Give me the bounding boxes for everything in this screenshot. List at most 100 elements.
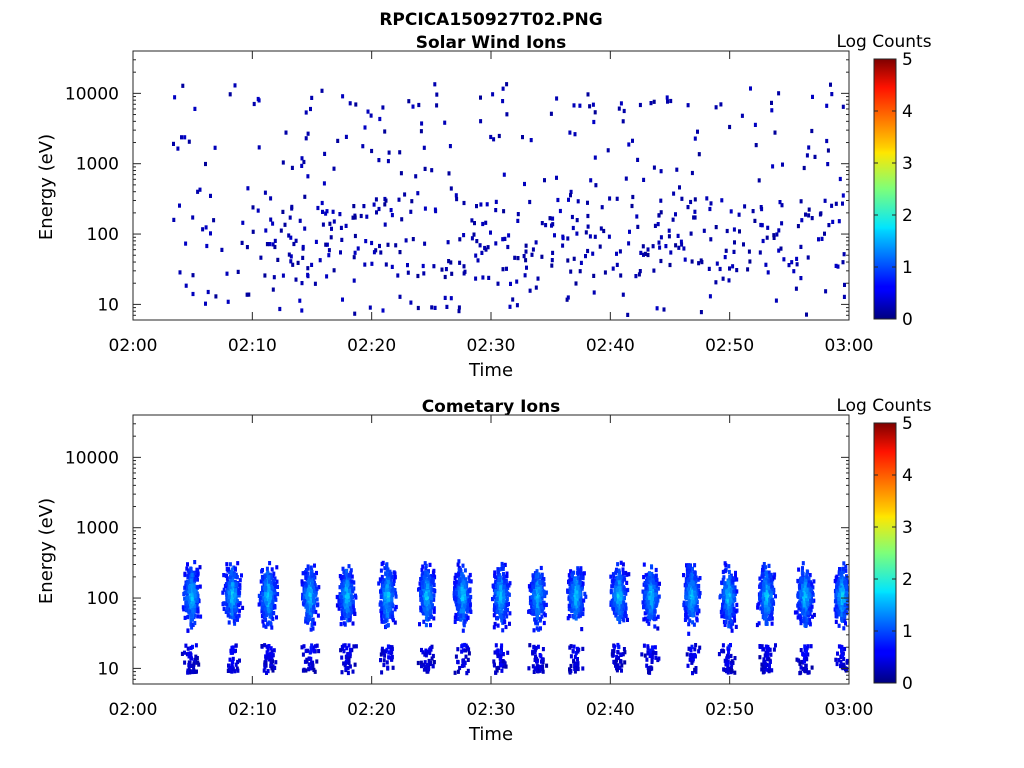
spectrogram-pixel	[485, 202, 489, 207]
panel-title-cometary: Cometary Ions	[422, 397, 561, 417]
colorbar-solar-wind	[873, 58, 897, 320]
spectrogram-pixel	[186, 670, 190, 675]
spectrogram-pixel	[575, 605, 579, 610]
spectrogram-pixel	[374, 197, 378, 202]
spectrogram-pixel	[310, 95, 314, 100]
spectrogram-pixel	[225, 562, 229, 567]
spectrogram-pixel	[619, 575, 623, 580]
spectrogram-pixel	[224, 609, 228, 614]
spectrogram-pixel	[720, 198, 724, 203]
spectrogram-pixel	[550, 223, 553, 228]
spectrogram-pixel	[311, 580, 314, 586]
spectrogram-pixel	[480, 250, 484, 255]
spectrogram-pixel	[343, 602, 347, 607]
spectrogram-pixel	[403, 192, 407, 197]
spectrogram-pixel	[567, 614, 571, 619]
spectrogram-pixel	[263, 606, 267, 612]
spectrogram-pixel	[527, 584, 531, 589]
spectrogram-pixel	[462, 200, 466, 206]
spectrogram-pixel	[233, 573, 236, 578]
spectrogram-pixel	[682, 246, 686, 251]
spectrogram-pixel	[183, 135, 187, 140]
spectrogram-pixel	[317, 649, 321, 654]
spectrogram-pixel	[538, 653, 542, 658]
spectrogram-pixel	[646, 579, 650, 584]
spectrogram-pixel	[732, 249, 736, 254]
spectrogram-pixel	[494, 579, 498, 585]
spectrogram-pixel	[536, 664, 540, 669]
spectrogram-pixel	[659, 169, 663, 174]
spectrogram-pixel	[393, 588, 397, 593]
spectrogram-pixel	[579, 569, 583, 574]
spectrogram-pixel	[653, 624, 657, 629]
spectrogram-pixel	[383, 653, 387, 658]
spectrogram-pixel	[342, 588, 346, 593]
spectrogram-pixel	[225, 601, 229, 607]
spectrogram-pixel	[386, 644, 390, 649]
spectrogram-pixel	[264, 624, 268, 629]
spectrogram-pixel	[521, 135, 524, 140]
spectrogram-pixel	[272, 587, 276, 592]
spectrogram-pixel	[304, 571, 308, 576]
spectrogram-pixel	[390, 264, 394, 269]
spectrogram-pixel	[449, 186, 453, 191]
spectrogram-pixel	[639, 250, 643, 255]
spectrogram-pixel	[751, 209, 755, 214]
spectrogram-pixel	[648, 648, 652, 653]
spectrogram-pixel	[462, 271, 466, 276]
spectrogram-pixel	[561, 243, 565, 248]
spectrogram-pixel	[410, 199, 414, 204]
spectrogram-pixel	[714, 225, 718, 230]
spectrogram-pixel	[579, 566, 583, 571]
spectrogram-pixel	[307, 614, 311, 619]
spectrogram-pixel	[499, 583, 502, 588]
spectrogram-pixel	[342, 577, 346, 582]
spectrogram-pixel	[778, 200, 782, 205]
spectrogram-pixel	[615, 262, 619, 267]
spectrogram-pixel	[390, 602, 394, 607]
spectrogram-pixel	[460, 663, 464, 668]
spectrogram-pixel	[805, 153, 809, 158]
spectrogram-pixel	[650, 611, 654, 616]
spectrogram-pixel	[492, 595, 496, 600]
spectrogram-pixel	[347, 661, 351, 666]
spectrogram-pixel	[834, 201, 838, 206]
spectrogram-pixel	[245, 292, 249, 297]
spectrogram-pixel	[598, 244, 602, 249]
spectrogram-pixel	[391, 665, 395, 670]
spectrogram-pixel	[418, 622, 421, 627]
spectrogram-pixel	[841, 104, 845, 109]
spectrogram-pixel	[193, 620, 197, 626]
spectrogram-pixel	[351, 589, 355, 594]
spectrogram-pixel	[324, 242, 328, 247]
spectrogram-pixel	[617, 575, 621, 580]
spectrogram-pixel	[226, 584, 230, 589]
spectrogram-pixel	[686, 103, 690, 108]
spectrogram-pixel	[530, 252, 534, 257]
spectrogram-pixel	[758, 250, 762, 255]
spectrogram-pixel	[837, 219, 841, 224]
colorbar-tick-label: 2	[902, 206, 913, 226]
spectrogram-pixel	[777, 248, 781, 253]
spectrogram-pixel	[493, 663, 496, 668]
spectrogram-pixel	[766, 270, 770, 275]
spectrogram-pixel	[501, 99, 505, 104]
spectrogram-pixel	[492, 625, 496, 630]
spectrogram-pixel	[456, 647, 460, 652]
spectrogram-pixel	[484, 220, 488, 225]
spectrogram-pixel	[271, 668, 275, 673]
spectrogram-pixel	[539, 565, 543, 571]
spectrogram-pixel	[683, 257, 687, 262]
spectrogram-pixel	[300, 281, 304, 286]
spectrogram-pixel	[693, 647, 697, 652]
spectrogram-pixel	[189, 566, 193, 571]
spectrogram-pixel	[420, 647, 423, 653]
spectrogram-pixel	[535, 593, 539, 598]
spectrogram-pixel	[567, 573, 571, 578]
spectrogram-pixel	[340, 644, 344, 650]
spectrogram-pixel	[621, 292, 625, 297]
spectrogram-pixel	[368, 305, 372, 310]
spectrogram-pixel	[817, 237, 820, 242]
spectrogram-pixel	[500, 643, 504, 648]
spectrogram-pixel	[534, 607, 538, 612]
